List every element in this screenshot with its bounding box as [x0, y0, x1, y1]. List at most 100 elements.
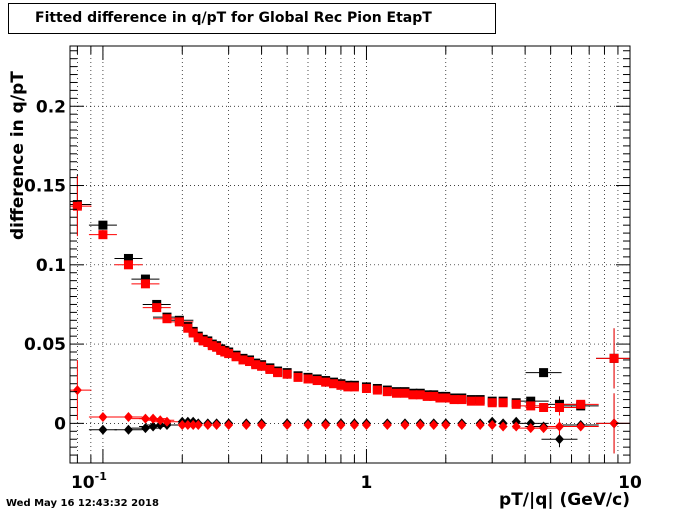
y-tick-label: 0.1 — [36, 256, 66, 276]
data-point-diamond — [498, 421, 508, 432]
data-point-square — [174, 317, 184, 327]
data-point-square — [183, 323, 193, 333]
data-point-diamond — [282, 419, 292, 430]
data-point-diamond — [257, 419, 267, 430]
data-point-square — [539, 368, 549, 378]
data-point-diamond — [415, 419, 425, 430]
data-point-square — [303, 374, 313, 384]
data-point-diamond — [336, 419, 346, 430]
data-point-square — [238, 355, 248, 365]
data-point-square — [123, 260, 133, 270]
data-point-square — [231, 352, 241, 362]
data-point-square — [361, 383, 371, 393]
data-point-diamond — [140, 423, 150, 434]
data-point-square — [349, 382, 359, 392]
data-point-square — [343, 382, 353, 392]
data-point-square — [123, 253, 133, 263]
grid — [70, 46, 631, 463]
data-point-square — [265, 364, 275, 374]
data-point-diamond — [177, 419, 187, 430]
data-point-diamond — [526, 423, 536, 434]
data-point-square — [140, 279, 150, 289]
chart-title: Fitted difference in q/pT for Global Rec… — [8, 3, 496, 34]
data-point-diamond — [123, 412, 133, 423]
data-point-square — [511, 399, 521, 409]
data-point-diamond — [224, 419, 234, 430]
data-point-square — [372, 385, 382, 395]
data-point-square — [457, 395, 467, 405]
data-point-diamond — [441, 419, 451, 430]
data-point-diamond — [162, 416, 172, 427]
plot-frame — [69, 45, 631, 464]
data-point-diamond — [98, 412, 108, 423]
y-tick-label: 0.2 — [36, 97, 66, 117]
x-tick-label: 10-1 — [71, 470, 107, 493]
data-point-square — [435, 393, 445, 403]
data-point-square — [400, 388, 410, 398]
data-point-diamond — [400, 419, 410, 430]
data-point-square — [245, 357, 255, 367]
data-point-square — [391, 388, 401, 398]
data-point-square — [188, 328, 198, 338]
data-point-diamond — [609, 418, 619, 429]
data-point-diamond — [457, 419, 467, 430]
data-point-square — [382, 387, 392, 397]
data-point-diamond — [487, 419, 497, 430]
data-point-square — [609, 353, 619, 363]
data-markers — [72, 200, 619, 445]
data-point-diamond — [203, 419, 213, 430]
axis-ticks — [70, 46, 631, 464]
data-point-diamond — [98, 424, 108, 435]
data-point-square — [293, 372, 303, 382]
data-point-diamond — [183, 419, 193, 430]
data-point-diamond — [193, 419, 203, 430]
axes-frame — [69, 45, 631, 464]
data-point-square — [72, 201, 82, 211]
data-point-diamond — [188, 419, 198, 430]
data-point-diamond — [554, 421, 564, 432]
data-point-diamond — [212, 419, 222, 430]
data-point-diamond — [361, 419, 371, 430]
data-point-diamond — [321, 419, 331, 430]
data-point-square — [98, 230, 108, 240]
data-point-square — [329, 379, 339, 389]
data-point-diamond — [140, 413, 150, 424]
data-point-square — [475, 396, 485, 406]
data-point-square — [251, 360, 261, 370]
data-point-diamond — [511, 421, 521, 432]
data-point-diamond — [475, 419, 485, 430]
tick-labels: 0 0.05 0.1 0.15 0.2 10-1 1 10 — [24, 97, 642, 493]
data-point-square — [526, 401, 536, 411]
data-point-square — [224, 349, 234, 359]
data-point-square — [257, 361, 267, 371]
data-point-diamond — [554, 434, 564, 445]
data-point-diamond — [576, 421, 586, 432]
y-axis-label: difference in q/pT — [8, 71, 28, 240]
data-point-diamond — [382, 419, 392, 430]
data-point-diamond — [72, 385, 82, 396]
data-point-diamond — [429, 419, 439, 430]
data-point-square — [498, 398, 508, 408]
data-point-square — [449, 395, 459, 405]
y-tick-label: 0.15 — [24, 177, 66, 197]
x-axis-label: pT/|q| (GeV/c) — [499, 490, 630, 510]
y-tick-label: 0 — [54, 414, 66, 434]
data-point-square — [415, 390, 425, 400]
data-point-square — [466, 396, 476, 406]
data-point-diamond — [241, 419, 251, 430]
data-point-square — [441, 393, 451, 403]
data-point-square — [198, 336, 208, 346]
y-tick-label: 0.05 — [24, 335, 66, 355]
data-point-diamond — [123, 424, 133, 435]
data-point-square — [321, 377, 331, 387]
x-tick-label: 1 — [361, 473, 373, 493]
data-point-square — [576, 399, 586, 409]
data-point-square — [98, 220, 108, 230]
data-point-square — [162, 314, 172, 324]
data-point-square — [422, 391, 432, 401]
data-point-square — [408, 390, 418, 400]
data-point-diamond — [303, 419, 313, 430]
data-point-diamond — [148, 421, 158, 432]
data-point-diamond — [155, 415, 165, 426]
